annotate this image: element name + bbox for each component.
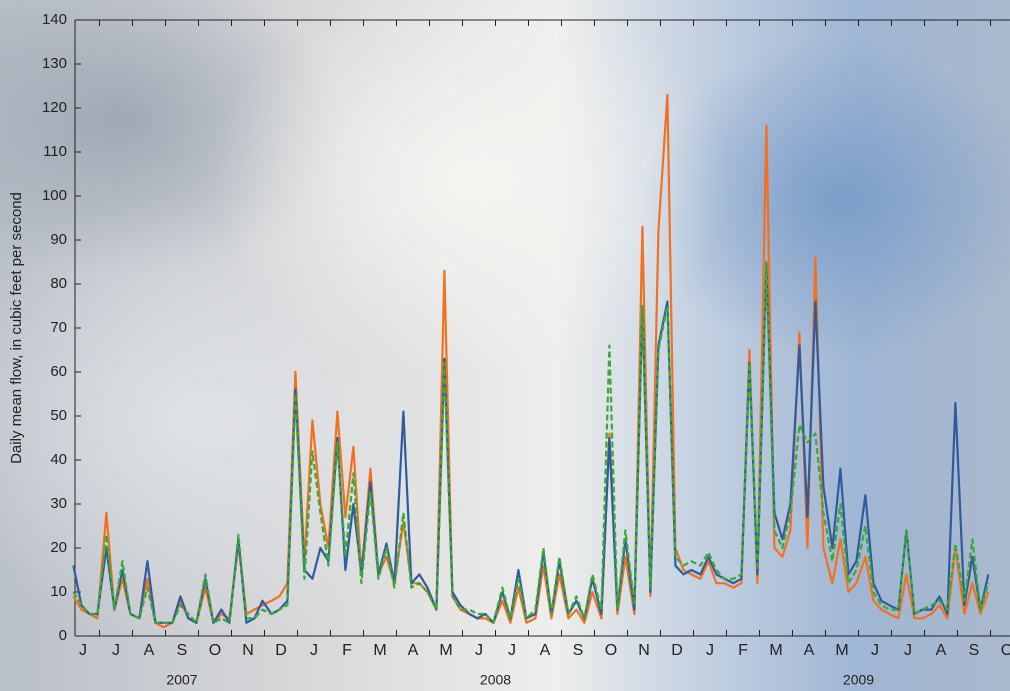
x-tick-label: S [177,642,188,659]
x-tick-label: S [969,642,980,659]
x-tick-label: A [804,642,815,659]
year-label: 2009 [843,672,874,688]
y-tick-label: 130 [42,55,67,72]
x-tick-label: J [475,642,483,659]
x-tick-label: M [769,642,782,659]
y-tick-label: 40 [50,451,67,468]
x-tick-label: A [144,642,155,659]
x-tick-label: A [408,642,419,659]
x-tick-label: J [112,642,120,659]
x-tick-label: J [904,642,912,659]
y-tick-label: 100 [42,187,67,204]
y-tick-label: 120 [42,99,67,116]
y-tick-label: 30 [50,495,67,512]
y-tick-label: 20 [50,539,67,556]
y-tick-label: 60 [50,363,67,380]
body: {"chart_data": {"type": "line", "ylabel"… [0,0,1010,691]
x-tick-label: A [540,642,551,659]
year-label: 2008 [480,672,511,688]
chart-area: Daily mean flow, in cubic feet per secon… [0,0,1010,691]
year-label: 2007 [166,672,197,688]
x-tick-label: N [242,642,254,659]
x-tick-label: S [573,642,584,659]
x-tick-label: F [342,642,352,659]
y-axis-label: Daily mean flow, in cubic feet per secon… [8,192,25,464]
x-tick-label: O [1001,642,1010,659]
y-tick-label: 110 [43,143,67,160]
x-tick-label: J [79,642,87,659]
y-tick-label: 50 [50,407,67,424]
y-tick-label: 0 [59,627,67,644]
x-tick-label: M [439,642,452,659]
data-line [73,95,988,627]
x-tick-label: F [738,642,748,659]
x-tick-label: O [209,642,221,659]
data-line [73,262,988,623]
x-tick-label: D [275,642,287,659]
y-tick-label: 10 [50,583,67,600]
page: body { margin: 0; font-family: "Liberati… [0,0,1010,691]
y-tick-label: 90 [50,231,67,248]
y-tick-label: 80 [50,275,67,292]
x-tick-label: J [871,642,879,659]
x-tick-label: J [508,642,516,659]
x-tick-label: J [310,642,318,659]
x-tick-label: D [671,642,683,659]
chart: Daily mean flow, in cubic feet per secon… [0,0,1010,691]
y-tick-label: 70 [50,319,67,336]
x-tick-label: M [835,642,848,659]
x-tick-label: O [605,642,617,659]
x-tick-label: N [638,642,650,659]
x-tick-label: M [373,642,386,659]
y-tick-label: 140 [42,11,67,28]
x-tick-label: J [706,642,714,659]
x-tick-label: A [936,642,947,659]
